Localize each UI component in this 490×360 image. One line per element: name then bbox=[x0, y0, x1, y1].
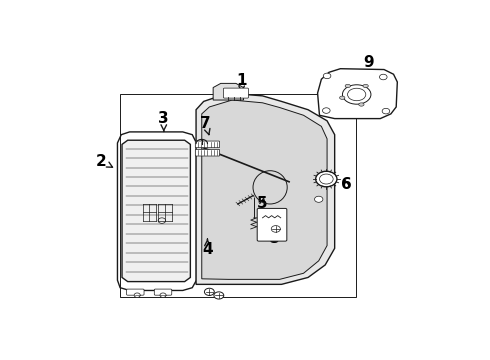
Circle shape bbox=[322, 108, 330, 113]
Text: 4: 4 bbox=[202, 239, 213, 257]
Ellipse shape bbox=[345, 84, 350, 87]
Polygon shape bbox=[318, 69, 397, 118]
FancyBboxPatch shape bbox=[257, 208, 287, 241]
Text: 3: 3 bbox=[158, 111, 169, 131]
Text: 5: 5 bbox=[257, 197, 268, 211]
Text: 7: 7 bbox=[200, 116, 211, 135]
Circle shape bbox=[379, 74, 387, 80]
Circle shape bbox=[382, 108, 390, 114]
Polygon shape bbox=[213, 84, 244, 100]
FancyBboxPatch shape bbox=[223, 88, 248, 98]
FancyBboxPatch shape bbox=[154, 289, 172, 295]
Text: 8: 8 bbox=[269, 231, 279, 246]
Text: 6: 6 bbox=[341, 177, 351, 192]
Bar bbox=[120, 94, 356, 297]
Circle shape bbox=[214, 292, 224, 299]
FancyBboxPatch shape bbox=[196, 149, 220, 156]
Polygon shape bbox=[122, 140, 190, 282]
Ellipse shape bbox=[359, 103, 364, 106]
Circle shape bbox=[204, 288, 214, 296]
FancyBboxPatch shape bbox=[196, 141, 220, 148]
Circle shape bbox=[160, 293, 166, 297]
Circle shape bbox=[316, 171, 337, 187]
Ellipse shape bbox=[340, 96, 345, 99]
Polygon shape bbox=[196, 93, 335, 284]
Circle shape bbox=[134, 293, 140, 297]
Circle shape bbox=[271, 226, 280, 232]
Circle shape bbox=[315, 196, 323, 202]
Polygon shape bbox=[202, 100, 327, 279]
Text: 2: 2 bbox=[96, 153, 113, 168]
FancyBboxPatch shape bbox=[126, 289, 144, 295]
Text: 1: 1 bbox=[236, 73, 247, 92]
Circle shape bbox=[323, 73, 331, 79]
Text: 9: 9 bbox=[358, 55, 374, 76]
Ellipse shape bbox=[363, 84, 368, 87]
